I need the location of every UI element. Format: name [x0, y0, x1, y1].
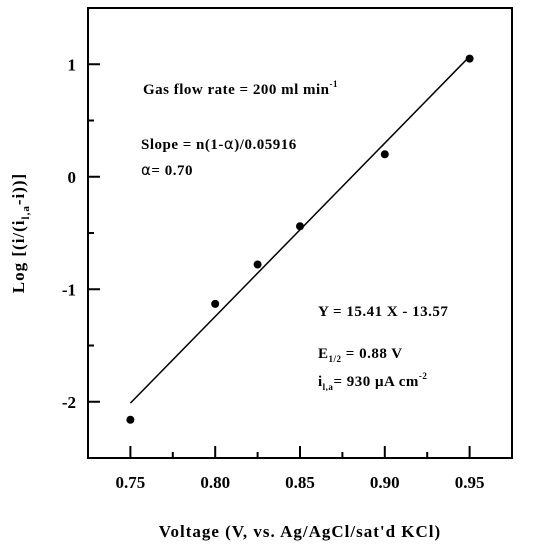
x-tick-labels: 0.75 0.80 0.85 0.90 0.95 — [116, 473, 485, 492]
x-tick-label: 0.75 — [116, 473, 146, 492]
data-point — [211, 299, 220, 308]
y-tick-label: 0 — [68, 168, 77, 187]
data-points — [126, 54, 474, 424]
y-tick-label: -1 — [62, 280, 76, 299]
plot-frame — [87, 7, 513, 459]
x-tick-label: 0.95 — [455, 473, 485, 492]
annotation-equation: Y = 15.41 X - 13.57 — [318, 304, 448, 320]
y-tick-labels: -2 -1 0 1 — [62, 55, 76, 412]
data-point — [296, 222, 304, 231]
annotation-alpha: α= 0.70 — [141, 161, 193, 179]
x-ticks — [129, 446, 471, 458]
x-tick-label: 0.90 — [370, 473, 400, 492]
x-tick-label: 0.85 — [285, 473, 315, 492]
x-axis-label: Voltage (V, vs. Ag/AgCl/sat'd KCl) — [159, 522, 441, 541]
annotation-slope: Slope = n(1-α)/0.05916 — [141, 135, 297, 153]
y-tick-label: -2 — [62, 393, 76, 412]
data-point — [380, 150, 389, 159]
y-axis-label: Log [(i/(il,a-i))] — [9, 173, 32, 293]
data-point — [465, 54, 474, 63]
y-ticks — [88, 63, 100, 403]
data-point — [126, 415, 135, 424]
x-tick-label: 0.80 — [200, 473, 230, 492]
data-point — [253, 260, 262, 269]
y-tick-label: 1 — [68, 55, 77, 74]
annotation-i-la: il,a= 930 μA cm-2 — [318, 371, 427, 392]
annotation-gas-flow: Gas flow rate = 200 ml min-1 — [143, 79, 338, 98]
annotation-e-half: E1/2 = 0.88 V — [318, 346, 403, 364]
